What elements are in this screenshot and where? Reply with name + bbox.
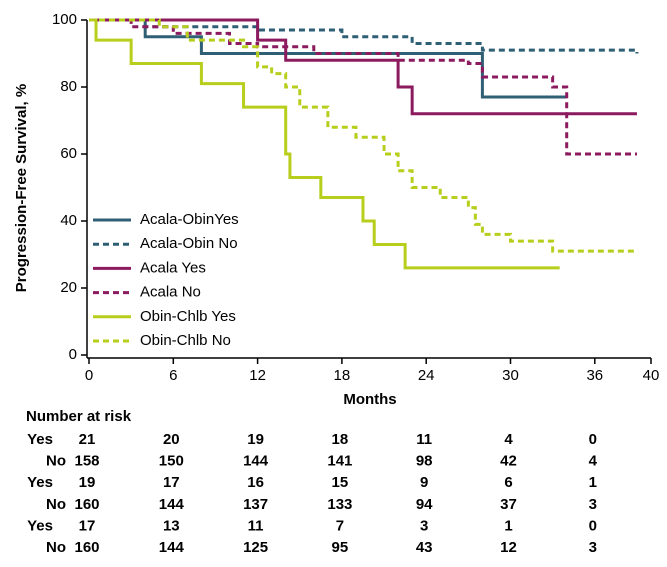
- y-axis-label: Progression-Free Survival, %: [13, 84, 30, 292]
- x-tick-label: 18: [334, 367, 351, 384]
- legend-label: Obin-Chlb No: [140, 332, 231, 349]
- risk-row-label: No: [46, 539, 66, 556]
- risk-count: 150: [159, 453, 184, 470]
- risk-count: 0: [589, 517, 597, 534]
- y-tick-label: 20: [60, 279, 77, 296]
- legend-label: Acala-Obin No: [140, 235, 238, 252]
- y-tick-label: 80: [60, 78, 77, 95]
- risk-row-label: No: [46, 496, 66, 513]
- risk-count: 144: [159, 539, 185, 556]
- x-tick-label: 40: [643, 367, 660, 384]
- risk-count: 1: [589, 474, 597, 491]
- x-tick-label: 30: [502, 367, 519, 384]
- risk-count: 17: [163, 474, 180, 491]
- risk-count: 6: [504, 474, 512, 491]
- survival-curve: [89, 18, 567, 99]
- risk-count: 160: [74, 496, 99, 513]
- risk-count: 125: [243, 539, 268, 556]
- risk-count: 4: [589, 453, 598, 470]
- y-tick-label: 0: [69, 346, 77, 363]
- y-tick-label: 100: [52, 11, 77, 28]
- risk-count: 98: [416, 453, 433, 470]
- x-axis-label: Months: [343, 391, 396, 408]
- risk-count: 11: [248, 517, 264, 534]
- risk-count: 16: [247, 474, 264, 491]
- legend-label: Obin-Chlb Yes: [140, 308, 236, 325]
- risk-count: 3: [589, 539, 597, 556]
- risk-count: 9: [420, 474, 428, 491]
- risk-count: 43: [416, 539, 433, 556]
- risk-count: 11: [416, 431, 432, 448]
- risk-count: 144: [159, 496, 185, 513]
- survival-curve: [89, 18, 637, 116]
- survival-curve: [89, 18, 637, 253]
- risk-count: 7: [336, 517, 344, 534]
- risk-count: 94: [416, 496, 433, 513]
- risk-count: 3: [420, 517, 428, 534]
- survival-curve: [89, 18, 637, 156]
- risk-count: 12: [500, 539, 517, 556]
- risk-count: 160: [74, 539, 99, 556]
- risk-count: 18: [332, 431, 349, 448]
- x-tick-label: 36: [586, 367, 603, 384]
- risk-count: 3: [589, 496, 597, 513]
- risk-count: 17: [79, 517, 96, 534]
- risk-row-label: No: [46, 453, 66, 470]
- y-tick-label: 60: [60, 145, 77, 162]
- risk-table-title: Number at risk: [26, 408, 132, 425]
- risk-count: 19: [79, 474, 96, 491]
- risk-count: 13: [163, 517, 180, 534]
- x-tick-label: 0: [85, 367, 93, 384]
- x-tick-label: 24: [418, 367, 435, 384]
- risk-count: 0: [589, 431, 597, 448]
- risk-count: 37: [500, 496, 517, 513]
- risk-count: 15: [332, 474, 349, 491]
- y-tick-label: 40: [60, 212, 77, 229]
- risk-count: 42: [500, 453, 517, 470]
- risk-count: 4: [504, 431, 513, 448]
- x-tick-label: 6: [169, 367, 177, 384]
- legend-label: Acala Yes: [140, 259, 206, 276]
- risk-count: 133: [327, 496, 352, 513]
- risk-count: 1: [504, 517, 512, 534]
- risk-row-label: Yes: [27, 474, 53, 491]
- x-tick-label: 12: [249, 367, 266, 384]
- legend-label: Acala No: [140, 284, 201, 301]
- risk-count: 141: [327, 453, 352, 470]
- risk-count: 19: [247, 431, 264, 448]
- risk-row-label: Yes: [27, 517, 53, 534]
- risk-count: 21: [79, 431, 96, 448]
- risk-count: 144: [243, 453, 269, 470]
- legend-label: Acala-ObinYes: [140, 211, 239, 228]
- risk-count: 95: [332, 539, 349, 556]
- risk-count: 20: [163, 431, 180, 448]
- risk-count: 137: [243, 496, 268, 513]
- risk-count: 158: [74, 453, 99, 470]
- survival-curve: [89, 18, 560, 270]
- risk-row-label: Yes: [27, 431, 53, 448]
